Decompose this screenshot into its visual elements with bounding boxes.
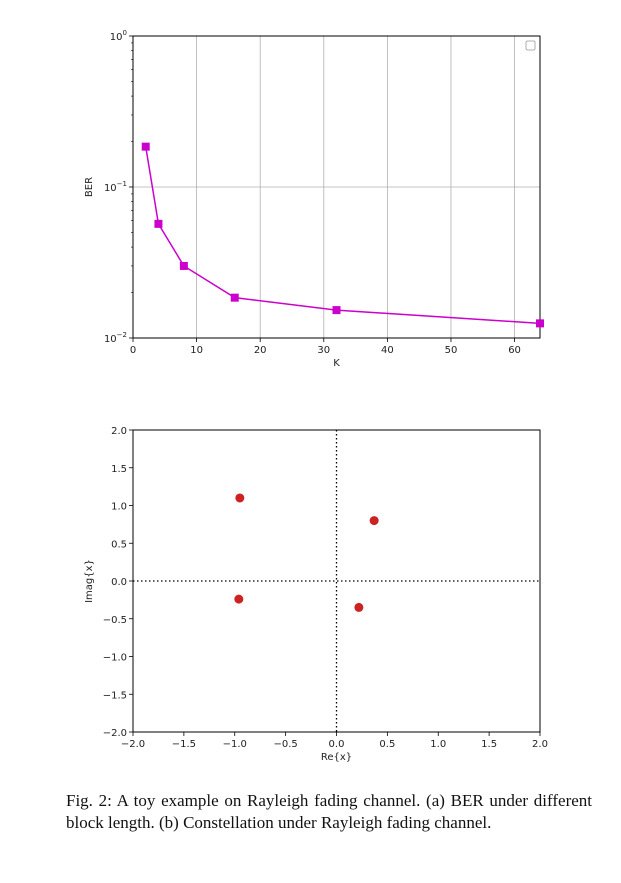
x-tick-label: −0.5 [273,739,297,750]
constellation-point [354,602,364,612]
x-tick-label: 60 [508,345,521,356]
ber-point-marker [179,261,188,270]
y-tick-label: 10−1 [104,180,127,194]
ber-point-marker [536,319,544,328]
legend-box [525,40,536,51]
y-tick-label: 1.0 [111,502,127,513]
ber-point-marker [230,293,239,302]
y-tick-label: −0.5 [103,615,127,626]
y-tick-label: 10−2 [104,331,127,345]
x-tick-label: 1.0 [430,739,446,750]
x-tick-label: 20 [254,345,267,356]
ber-line [144,146,541,325]
x-tick-label: −2.0 [121,739,145,750]
x-tick-label: 1.5 [481,739,497,750]
y-tick-label: −1.0 [103,653,127,664]
ber-point-marker [332,306,341,315]
constellation-point [234,594,244,604]
y-tick-label: 1.5 [111,464,127,475]
constellation-point [235,493,245,503]
x-axis-label: K [333,358,340,369]
x-tick-label: 10 [190,345,203,356]
y-tick-label: 0.0 [111,577,127,588]
x-tick-label: 0.5 [379,739,395,750]
x-tick-label: 30 [317,345,330,356]
y-axis-label: Imag{x} [84,559,95,603]
figure-caption: Fig. 2: A toy example on Rayleigh fading… [66,791,592,832]
x-tick-label: 0.0 [329,739,345,750]
x-axis-label: Re{x} [321,752,352,763]
x-tick-label: 2.0 [532,739,548,750]
y-tick-label: 0.5 [111,539,127,550]
y-tick-label: −1.5 [103,690,127,701]
ber-point-marker [154,219,163,228]
x-tick-label: −1.0 [223,739,247,750]
y-tick-label: 100 [110,29,127,43]
x-tick-label: −1.5 [172,739,196,750]
constellation-point [369,516,379,526]
y-tick-label: 2.0 [111,426,127,437]
x-tick-label: 50 [445,345,458,356]
y-tick-label: −2.0 [103,728,127,739]
ber-point-marker [141,142,150,151]
x-tick-label: 40 [381,345,394,356]
y-axis-label: BER [84,177,95,197]
x-tick-label: 0 [130,345,136,356]
